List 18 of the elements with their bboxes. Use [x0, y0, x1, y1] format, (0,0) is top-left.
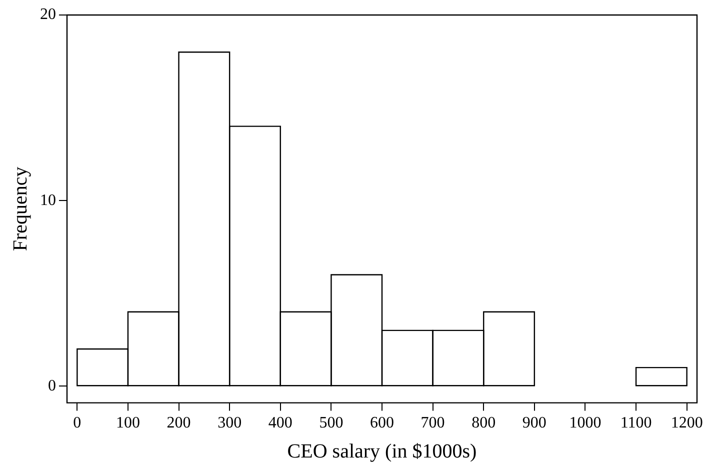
x-tick-label: 500	[319, 414, 344, 432]
x-tick-label: 600	[370, 414, 394, 432]
y-axis-title: Frequency	[9, 166, 32, 252]
x-tick-label: 300	[218, 414, 242, 432]
x-tick-label: 200	[166, 414, 191, 432]
x-tick-label: 0	[73, 414, 82, 432]
x-tick-label: 700	[420, 414, 445, 432]
x-tick-label: 400	[268, 414, 292, 432]
y-tick-label: 10	[40, 192, 56, 209]
y-tick-label: 0	[48, 377, 56, 394]
x-tick-label: 900	[522, 414, 546, 432]
x-tick-label: 1200	[670, 414, 703, 432]
x-axis-title: CEO salary (in $1000s)	[287, 440, 477, 462]
y-tick-label: 20	[40, 6, 56, 24]
x-tick-label: 800	[472, 414, 496, 432]
x-tick-label: 1000	[569, 414, 602, 432]
x-tick-label: 100	[116, 414, 140, 432]
x-tick-label: 1100	[620, 414, 652, 432]
